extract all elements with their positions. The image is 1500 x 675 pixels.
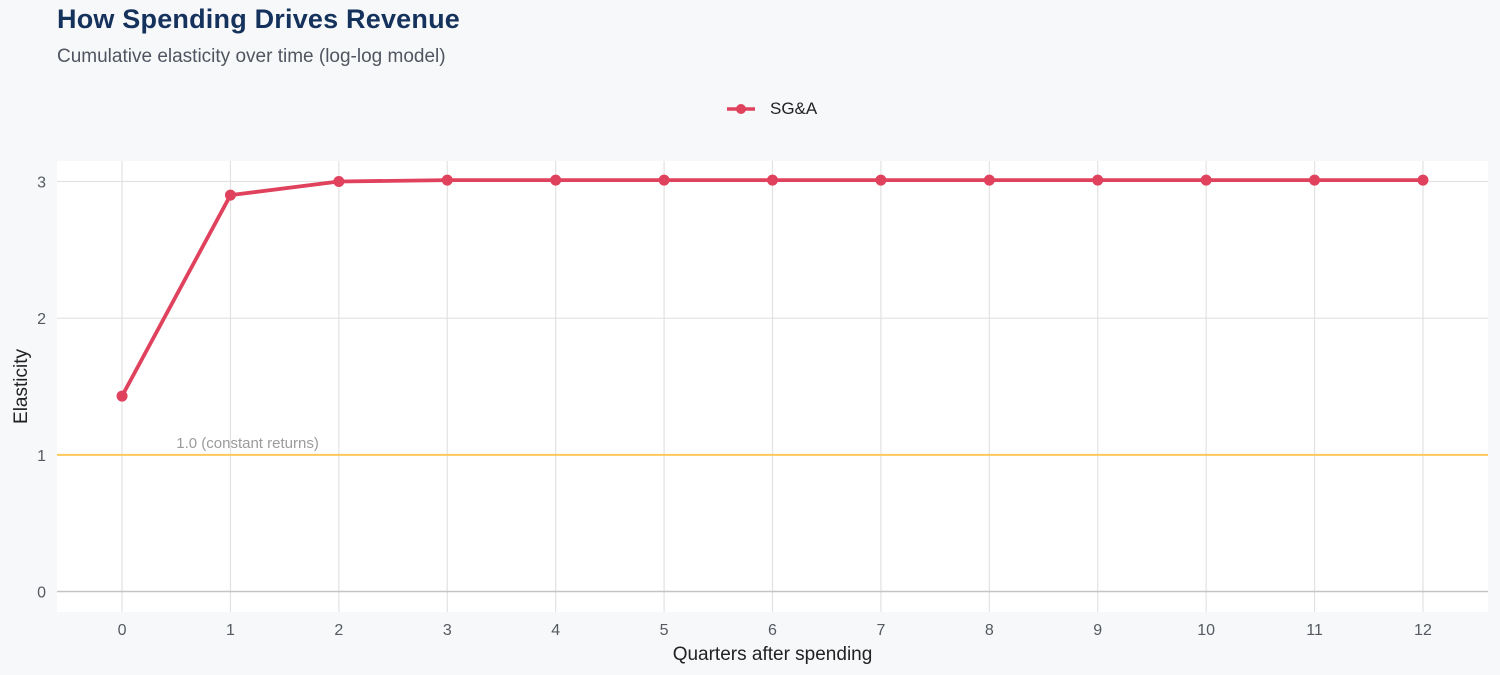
legend-key-sga: [727, 104, 755, 114]
x-tick-label: 3: [443, 622, 452, 639]
x-axis-title: Quarters after spending: [673, 644, 873, 665]
legend: SG&A: [726, 98, 817, 120]
x-tick-label: 12: [1414, 622, 1432, 639]
x-tick-label: 1: [226, 622, 235, 639]
data-point: [1417, 174, 1429, 186]
x-tick-label: 5: [660, 622, 669, 639]
y-tick-label: 1: [37, 448, 46, 465]
x-tick-label: 7: [876, 622, 885, 639]
x-tick-label: 8: [985, 622, 994, 639]
chart-title: How Spending Drives Revenue: [57, 4, 460, 34]
x-tick-label: 9: [1093, 622, 1102, 639]
x-tick-label: 0: [118, 622, 127, 639]
x-tick-label: 10: [1197, 622, 1215, 639]
legend-label-sga: SG&A: [770, 99, 818, 118]
x-tick-label: 6: [768, 622, 777, 639]
chart-subtitle: Cumulative elasticity over time (log-log…: [57, 46, 446, 67]
y-tick-label: 0: [37, 585, 46, 602]
y-tick-label: 3: [37, 175, 46, 192]
data-point: [441, 174, 453, 186]
data-point: [224, 189, 236, 201]
data-point: [1200, 174, 1212, 186]
x-tick-label: 4: [551, 622, 560, 639]
data-point: [550, 174, 562, 186]
x-tick-label: 11: [1306, 622, 1323, 639]
x-tick-label: 2: [334, 622, 343, 639]
data-point: [767, 174, 778, 186]
data-point: [333, 176, 345, 187]
y-tick-label: 2: [37, 311, 46, 328]
data-point: [1092, 174, 1104, 186]
data-point: [1309, 174, 1321, 186]
data-point: [875, 174, 887, 186]
data-point: [116, 390, 128, 402]
data-point: [658, 174, 670, 186]
reference-line-label: 1.0 (constant returns): [176, 435, 319, 452]
data-point: [983, 174, 995, 186]
y-axis-title: Elasticity: [11, 349, 32, 424]
